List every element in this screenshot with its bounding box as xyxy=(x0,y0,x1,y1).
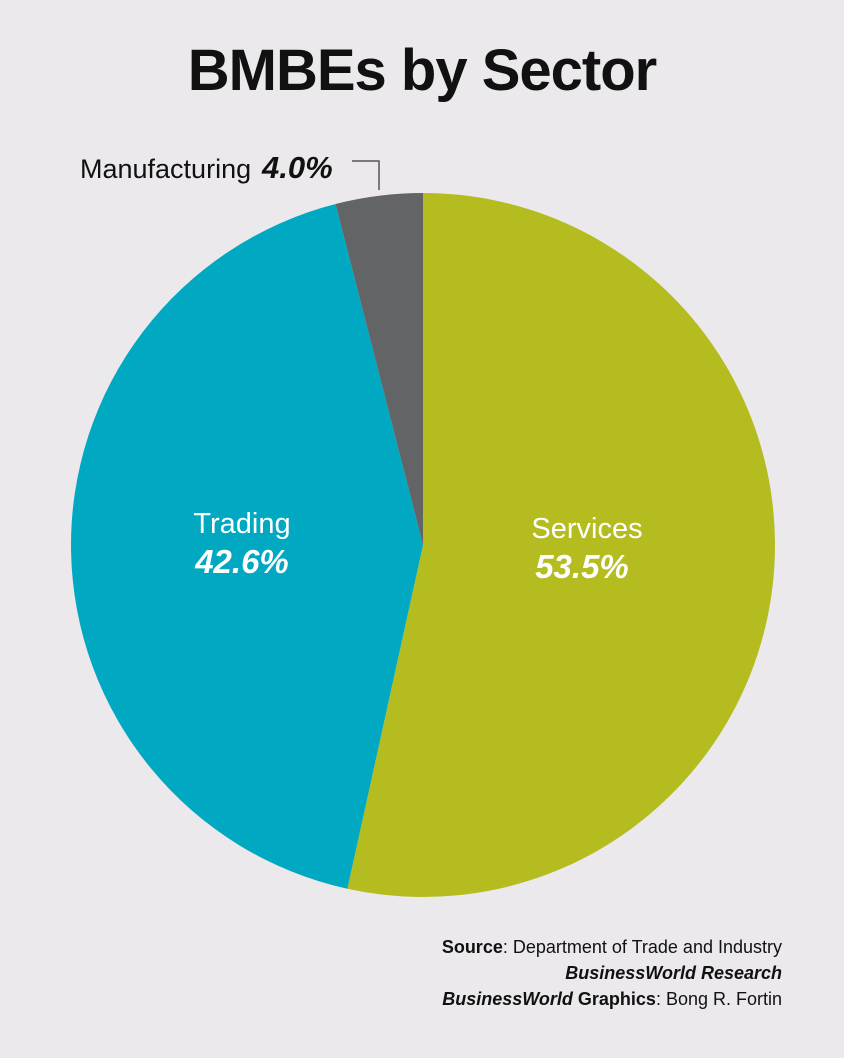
slice-label-services: Services xyxy=(531,513,642,545)
slice-value-services: 53.5% xyxy=(535,548,629,585)
source-credits: Source: Department of Trade and Industry… xyxy=(442,934,782,1012)
source-line: Source: Department of Trade and Industry xyxy=(442,934,782,960)
research-credit: BusinessWorld Research xyxy=(565,963,782,983)
slice-label-trading: Trading xyxy=(193,508,290,540)
pie-slice-manufacturing xyxy=(335,193,423,545)
chart-title: BMBEs by Sector xyxy=(187,38,657,103)
research-line: BusinessWorld Research xyxy=(442,960,782,986)
slice-value-manufacturing: 4.0% xyxy=(261,150,333,185)
slice-label-manufacturing: Manufacturing xyxy=(80,154,251,184)
graphics-text: : Bong R. Fortin xyxy=(655,989,782,1009)
manufacturing-leader-line xyxy=(352,160,380,190)
graphics-brand: BusinessWorld xyxy=(442,989,573,1009)
source-text: : Department of Trade and Industry xyxy=(502,937,782,957)
graphics-line: BusinessWorld Graphics: Bong R. Fortin xyxy=(442,986,782,1012)
source-label: Source xyxy=(441,937,503,957)
pie-slice-trading xyxy=(70,204,424,889)
pie-slice-services xyxy=(347,193,776,898)
slice-value-trading: 42.6% xyxy=(194,543,289,580)
graphics-label: Graphics xyxy=(572,989,656,1009)
